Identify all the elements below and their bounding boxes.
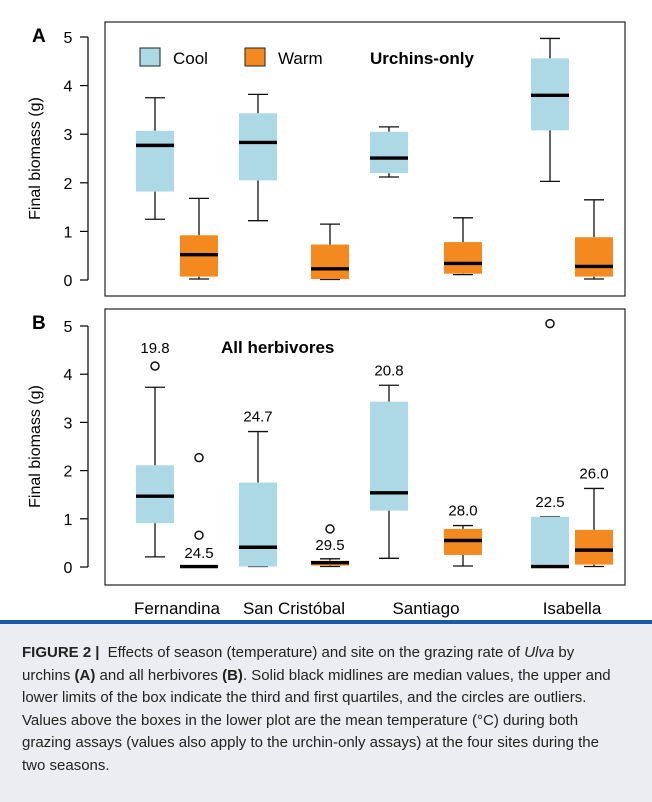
y-tick-label: 5 xyxy=(64,30,73,47)
y-tick-label: 3 xyxy=(64,127,73,144)
box-body xyxy=(370,131,408,174)
box-cool-santiago xyxy=(370,384,408,559)
caption-separator: | xyxy=(95,644,100,661)
caption-text-3: and all herbivores xyxy=(99,666,218,684)
temperature-label: 28.0 xyxy=(448,503,477,520)
y-tick-label: 1 xyxy=(64,512,73,529)
legend-swatch-warm xyxy=(244,47,266,67)
box-cool-isabella xyxy=(531,37,569,182)
y-tick-label: 3 xyxy=(64,415,73,432)
caption-ref-b: (B) xyxy=(222,666,243,684)
box-cool-fernandina xyxy=(136,97,174,220)
x-tick-label: San Cristóbal xyxy=(243,599,345,618)
box-warm-san-cristóbal xyxy=(311,223,349,281)
x-tick-label: Santiago xyxy=(392,599,459,618)
outlier-point xyxy=(194,452,204,463)
legend-label-warm: Warm xyxy=(278,49,323,68)
figure-caption: FIGURE 2 | Effects of season (temperature… xyxy=(0,620,652,802)
caption-text-4: . Solid black midlines are median values… xyxy=(22,666,611,774)
box-warm-san-cristóbal xyxy=(311,524,349,568)
box-cool-santiago xyxy=(370,126,408,178)
box-cool-san-cristóbal xyxy=(239,430,277,568)
temperature-label: 29.5 xyxy=(315,537,344,554)
caption-label: FIGURE 2 xyxy=(22,644,92,661)
temperature-label: 24.5 xyxy=(184,545,213,562)
caption-text-1: Effects of season (temperature) and site… xyxy=(107,644,521,661)
legend-label-cool: Cool xyxy=(173,49,208,68)
y-tick-label: 5 xyxy=(64,319,73,336)
figure-chart: 0 1 2 3 4 5 Final biomass (g) A Urchins-only Cool… xyxy=(27,21,626,618)
y-tick-label: 2 xyxy=(64,176,73,193)
y-tick-label: 4 xyxy=(64,367,73,384)
y-tick-label: 2 xyxy=(64,464,73,481)
caption-text-2: by urchins xyxy=(22,644,575,684)
box-body xyxy=(531,516,569,567)
x-tick-label: Fernandina xyxy=(134,599,221,618)
outlier-point xyxy=(194,530,204,540)
box-warm-santiago xyxy=(444,217,482,276)
box-body xyxy=(444,242,482,274)
panel-title: All herbivores xyxy=(221,338,334,357)
outlier-point xyxy=(150,361,160,371)
y-tick-label: 1 xyxy=(64,224,73,241)
temperature-label: 22.5 xyxy=(535,494,564,511)
panel-title: Urchins-only xyxy=(370,49,474,68)
caption-genus: Ulva xyxy=(524,644,555,661)
box-body xyxy=(136,465,174,524)
box-body xyxy=(136,130,174,192)
y-tick-label: 4 xyxy=(64,79,73,96)
outlier-point xyxy=(325,524,335,534)
temperature-label: 19.8 xyxy=(140,340,169,357)
y-axis-label: Final biomass (g) xyxy=(27,385,44,508)
y-axis-label: Final biomass (g) xyxy=(27,97,44,220)
legend-swatch-cool xyxy=(139,47,161,67)
box-body xyxy=(311,244,349,280)
panel-label: B xyxy=(32,313,46,334)
box-body xyxy=(575,237,613,277)
y-tick-label: 0 xyxy=(64,273,73,290)
caption-ref-a: (A) xyxy=(74,666,96,684)
box-warm-isabella xyxy=(575,487,613,568)
box-cool-fernandina xyxy=(136,361,174,558)
x-tick-label: Isabella xyxy=(543,599,602,618)
box-warm-fernandina xyxy=(180,452,218,569)
box-warm-isabella xyxy=(575,199,613,280)
box-warm-santiago xyxy=(444,524,482,567)
box-cool-isabella xyxy=(531,318,569,569)
panel-frame xyxy=(104,21,626,297)
temperature-label: 26.0 xyxy=(579,465,608,482)
box-warm-fernandina xyxy=(180,197,218,280)
temperature-label: 20.8 xyxy=(374,362,403,379)
box-body xyxy=(239,482,277,567)
y-tick-label: 0 xyxy=(64,560,73,577)
box-cool-san-cristóbal xyxy=(239,93,277,222)
outlier-point xyxy=(545,318,555,329)
temperature-label: 24.7 xyxy=(243,409,272,426)
box-body xyxy=(575,529,613,565)
box-body xyxy=(239,113,277,181)
panel-frame xyxy=(104,308,626,586)
panel-label: A xyxy=(32,26,46,47)
